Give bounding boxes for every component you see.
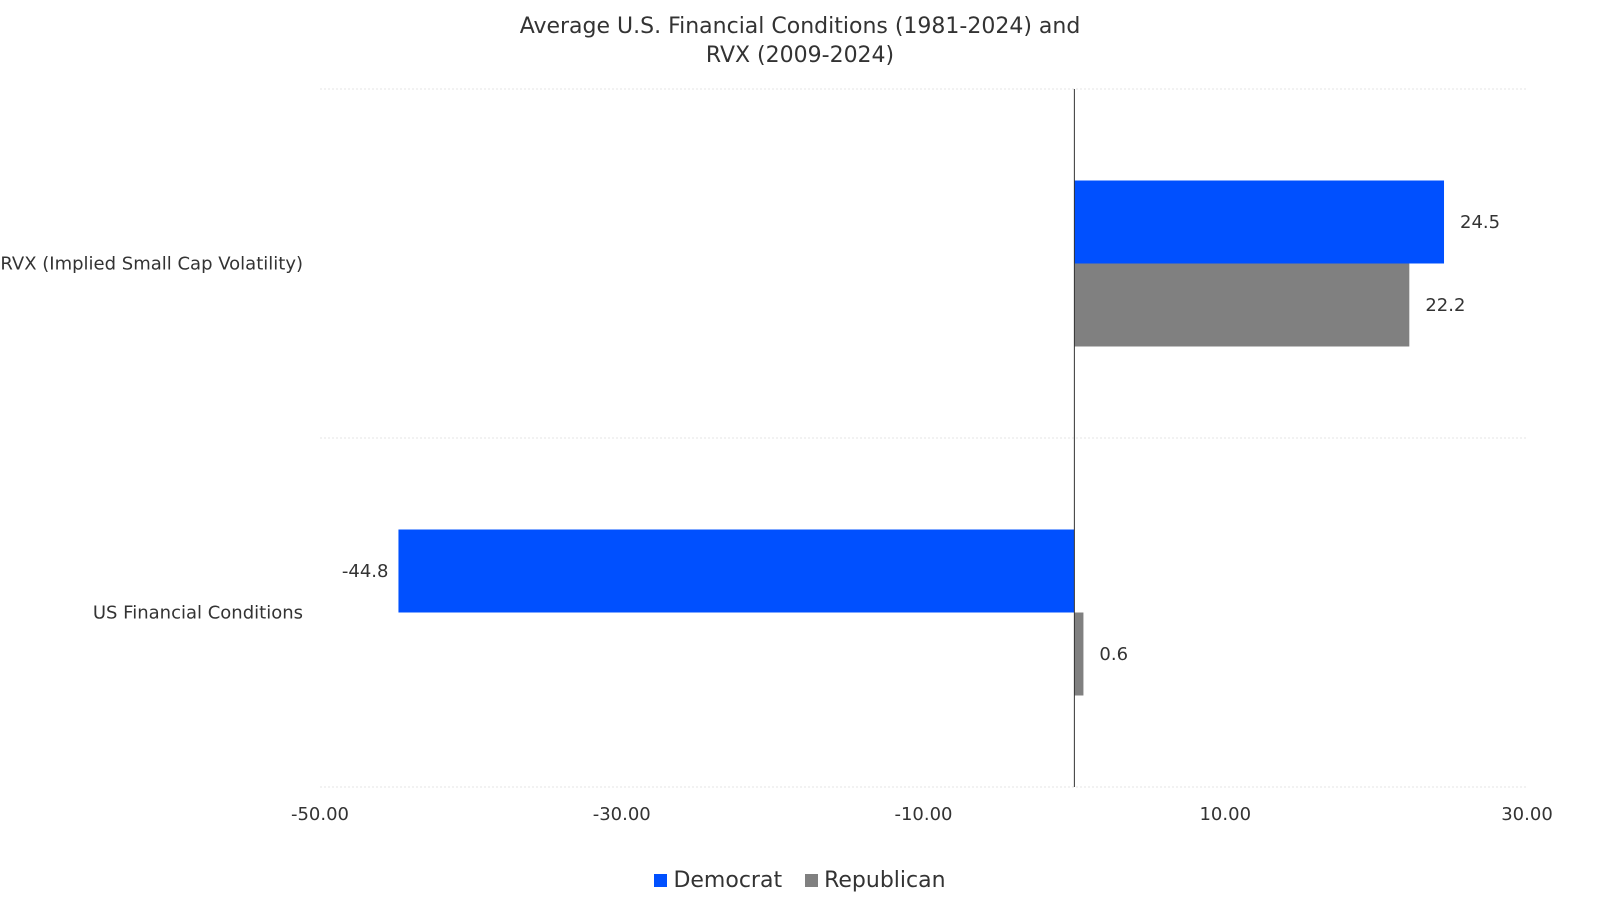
data-label-republican: 0.6 bbox=[1099, 644, 1128, 665]
chart-title: Average U.S. Financial Conditions (1981-… bbox=[0, 12, 1600, 70]
legend-item-democrat: Democrat bbox=[654, 868, 782, 893]
legend: Democrat Republican bbox=[0, 868, 1600, 893]
data-label-democrat: -44.8 bbox=[342, 561, 389, 582]
x-tick-label: 10.00 bbox=[1199, 804, 1251, 825]
bar-democrat bbox=[398, 529, 1075, 613]
legend-swatch-democrat bbox=[654, 874, 668, 887]
x-tick-label: -30.00 bbox=[593, 804, 651, 825]
bar-democrat bbox=[1074, 180, 1445, 264]
legend-swatch-republican bbox=[805, 874, 819, 887]
x-tick-label: -50.00 bbox=[291, 804, 349, 825]
data-label-democrat: 24.5 bbox=[1460, 212, 1500, 233]
x-tick-label: -10.00 bbox=[894, 804, 952, 825]
data-label-republican: 22.2 bbox=[1425, 295, 1465, 316]
bar-republican bbox=[1074, 612, 1084, 696]
legend-item-republican: Republican bbox=[805, 868, 946, 893]
chart-title-line-2: RVX (2009-2024) bbox=[705, 43, 895, 68]
bar-republican bbox=[1074, 263, 1410, 347]
category-label: US Financial Conditions bbox=[93, 603, 303, 624]
plot-area: 24.5 22.2 RVX (Implied Small Cap Volatilit… bbox=[0, 88, 1553, 825]
legend-label-democrat: Democrat bbox=[673, 868, 783, 893]
legend-label-republican: Republican bbox=[824, 868, 946, 893]
category-label: RVX (Implied Small Cap Volatility) bbox=[0, 254, 303, 275]
chart-title-line-1: Average U.S. Financial Conditions (1981-… bbox=[519, 14, 1081, 39]
x-tick-label: 30.00 bbox=[1501, 804, 1553, 825]
